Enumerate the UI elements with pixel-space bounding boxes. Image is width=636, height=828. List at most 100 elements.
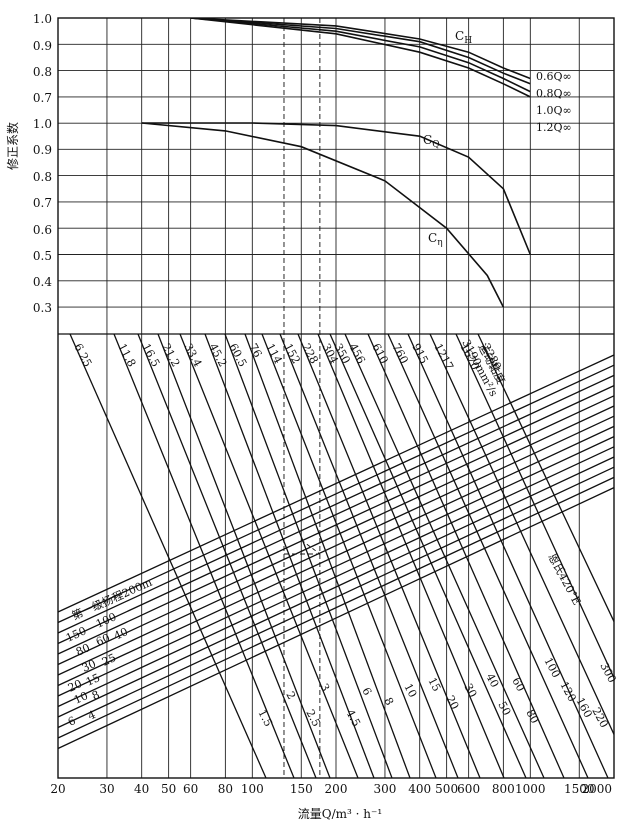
- viscosity-line: [113, 334, 295, 778]
- head-line: [58, 385, 614, 645]
- viscosity-bottom-label: 300: [597, 660, 618, 685]
- cq-curve-group: [141, 122, 532, 255]
- head-label: 30: [80, 657, 98, 675]
- viscosity-line: [344, 334, 545, 778]
- ceta-label: Cη: [428, 231, 443, 248]
- head-label: 20: [66, 677, 84, 695]
- lower-y-tick: 0.6: [33, 223, 52, 237]
- viscosity-top-label: 21.2: [159, 341, 182, 369]
- head-label: 8: [90, 688, 102, 703]
- x-tick-label: 600: [457, 782, 480, 796]
- x-tick-label: 20: [50, 782, 65, 796]
- viscosity-line: [279, 334, 459, 778]
- viscosity-bottom-label: 10: [401, 681, 419, 699]
- viscosity-top-label: 11.8: [115, 341, 138, 369]
- head-line: [58, 476, 614, 739]
- viscosity-line: [429, 334, 614, 737]
- viscosity-bottom-label: 20: [443, 693, 461, 711]
- x-tick-label: 80: [218, 782, 233, 796]
- head-label: 80: [74, 641, 92, 659]
- x-tick-label: 2000: [581, 782, 612, 796]
- viscosity-line: [137, 334, 317, 778]
- head-line: [58, 415, 614, 676]
- viscosity-bottom-label: 80: [523, 707, 541, 725]
- ch-curves: [190, 18, 531, 98]
- upper-y-tick: 1.0: [33, 12, 52, 26]
- head-line: [58, 395, 614, 655]
- head-label: 4: [86, 708, 98, 723]
- lower-y-tick: 0.9: [33, 143, 52, 157]
- head-label: 60: [94, 631, 112, 649]
- viscosity-line: [367, 334, 565, 778]
- viscosity-top-label: 45.2: [206, 341, 229, 369]
- cq-curve: [141, 122, 532, 255]
- ch-curve: [190, 18, 531, 93]
- viscosity-top-label: 1217: [431, 341, 456, 372]
- viscosity-top-label: 114: [263, 341, 284, 366]
- head-line: [58, 354, 614, 613]
- ch-series-label: 0.8Q∞: [536, 87, 572, 100]
- viscosity-top-label: 16.5: [139, 341, 162, 369]
- viscosity-line: [297, 334, 481, 778]
- viscosity-line: [317, 334, 505, 778]
- cq-label: CQ: [423, 133, 440, 150]
- viscosity-top-label: 915: [409, 341, 430, 366]
- viscosity-top-label: 76: [246, 341, 264, 359]
- viscosity-top-label: 760: [389, 341, 410, 366]
- reference-lines: [283, 18, 321, 778]
- viscosity-bottom-label: 220: [589, 705, 610, 730]
- head-line: [58, 487, 614, 750]
- head-line: [58, 405, 614, 666]
- ch-curve: [190, 18, 531, 80]
- viscosity-line: [477, 334, 614, 624]
- ch-curve: [190, 18, 531, 98]
- x-tick-label: 50: [161, 782, 176, 796]
- head-label: 15: [84, 671, 102, 689]
- head-label: 10: [72, 689, 90, 707]
- head-line: [58, 466, 614, 729]
- plot-frame: [57, 17, 615, 779]
- viscosity-bottom-label: 2: [283, 689, 298, 701]
- lower-y-tick: 0.3: [33, 301, 52, 315]
- y-axis-title: 修正系数: [5, 122, 20, 170]
- viscosity-line: [455, 334, 614, 680]
- viscosity-line: [261, 334, 437, 778]
- upper-y-tick: 0.8: [33, 65, 52, 79]
- ceta-curve: [141, 122, 505, 308]
- x-tick-label: 60: [183, 782, 198, 796]
- viscosity-top-label: 228: [299, 341, 320, 366]
- x-tick-label: 40: [134, 782, 149, 796]
- lower-y-tick: 0.4: [33, 275, 52, 289]
- x-tick-label: 100: [241, 782, 264, 796]
- viscosity-bottom-label: 100: [541, 655, 562, 680]
- head-line: [58, 446, 614, 708]
- viscosity-bottom-label: 30: [461, 681, 479, 699]
- head-line: [58, 425, 614, 687]
- viscosity-top-label: 610: [369, 341, 390, 366]
- ch-series-label: 0.6Q∞: [536, 70, 572, 83]
- viscosity-lines: [69, 334, 614, 778]
- x-tick-label: 1000: [515, 782, 546, 796]
- head-line: [58, 364, 614, 624]
- viscosity-line: [244, 334, 411, 778]
- lower-y-tick: 0.5: [33, 249, 52, 263]
- viscosity-bottom-label: 4.5: [343, 707, 363, 729]
- x-axis-tick-labels: 20 30 40 50 60 80 100 150 200 300 400 500 600 800 1000…: [50, 782, 612, 796]
- upper-y-tick: 0.9: [33, 39, 52, 53]
- ch-label: CH: [455, 29, 472, 46]
- x-tick-label: 30: [99, 782, 114, 796]
- upper-y-tick: 0.7: [33, 91, 52, 105]
- x-tick-label: 300: [374, 782, 397, 796]
- viscosity-top-label: 6.25: [71, 341, 94, 369]
- head-line: [58, 436, 614, 697]
- viscosity-bottom-label: 50: [495, 699, 513, 717]
- x-tick-label: 1500: [564, 782, 595, 796]
- x-axis-title: 流量Q/m³ · h⁻¹: [298, 807, 382, 821]
- viscosity-top-label: 152: [281, 341, 302, 366]
- viscosity-bottom-label: 60: [509, 675, 527, 693]
- grid-lines: [57, 17, 615, 778]
- ceta-curve-group: [141, 122, 505, 308]
- head-line: [58, 374, 614, 634]
- lower-y-tick: 0.7: [33, 196, 52, 210]
